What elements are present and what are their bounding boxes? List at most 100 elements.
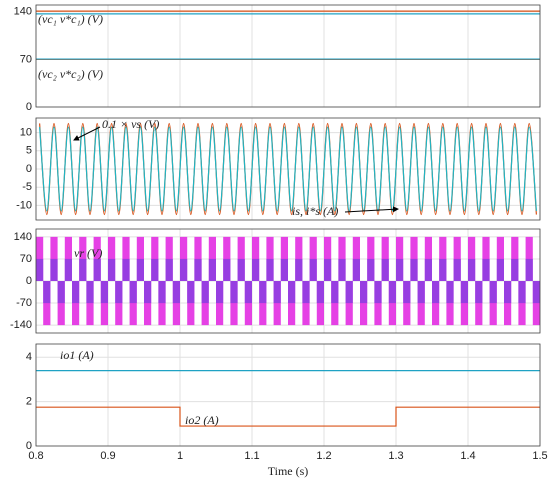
y-tick-label: 140 xyxy=(14,231,32,243)
plot-background xyxy=(36,344,540,446)
plot-frame xyxy=(35,228,541,334)
bar xyxy=(100,281,108,304)
y-tick-label: 140 xyxy=(14,6,32,18)
y-tick-label: 0 xyxy=(26,440,32,452)
bar xyxy=(50,258,58,281)
bar xyxy=(489,281,497,304)
bar xyxy=(410,258,418,281)
bar xyxy=(381,258,389,281)
bar xyxy=(122,258,130,281)
annotation: vr (V) xyxy=(74,246,102,260)
bar xyxy=(475,281,483,304)
bar xyxy=(187,281,195,304)
y-tick-label: 4 xyxy=(26,351,32,363)
bar xyxy=(252,258,260,281)
x-tick-label: 1.5 xyxy=(532,450,547,462)
bar xyxy=(151,258,159,281)
bar xyxy=(309,258,317,281)
bar xyxy=(115,281,123,304)
bar xyxy=(331,281,339,304)
bar xyxy=(230,281,238,304)
x-axis-label: Time (s) xyxy=(268,464,309,478)
bar xyxy=(158,281,166,304)
bar xyxy=(64,258,72,281)
bar xyxy=(57,281,65,304)
bar xyxy=(324,258,332,281)
plot-area xyxy=(36,10,540,60)
bar xyxy=(388,281,396,304)
bar xyxy=(417,281,425,304)
bar xyxy=(280,258,288,281)
x-tick-label: 1 xyxy=(177,450,183,462)
bar xyxy=(180,258,188,281)
bar xyxy=(223,258,231,281)
x-tick-label: 0.9 xyxy=(100,450,115,462)
bar xyxy=(72,281,80,304)
plot-frame xyxy=(35,343,541,447)
bar xyxy=(374,281,382,304)
bar xyxy=(446,281,454,304)
plot-area xyxy=(36,370,540,427)
bar xyxy=(244,281,252,304)
bar xyxy=(165,258,173,281)
bar xyxy=(525,258,533,281)
y-tick-label: 0 xyxy=(26,275,32,287)
bar xyxy=(482,258,490,281)
bar xyxy=(345,281,353,304)
bar xyxy=(273,281,281,304)
bar xyxy=(532,281,540,304)
y-tick-label: -70 xyxy=(16,297,32,309)
bar xyxy=(79,258,87,281)
y-tick-label: 0 xyxy=(26,163,32,175)
bar xyxy=(468,258,476,281)
bar xyxy=(201,281,209,304)
bar xyxy=(504,281,512,304)
bar xyxy=(302,281,310,304)
y-tick-label: -5 xyxy=(22,181,32,193)
plot-background xyxy=(36,5,540,107)
plot-frame xyxy=(35,117,541,221)
y-tick-label: -10 xyxy=(16,199,32,211)
annotation: is, i*s (A) xyxy=(292,204,338,218)
bar xyxy=(453,258,461,281)
annotation: (vc₁ v*c₁) (V) xyxy=(38,12,103,26)
bar xyxy=(460,281,468,304)
x-tick-label: 1.4 xyxy=(460,450,475,462)
bar xyxy=(360,281,368,304)
bar xyxy=(518,281,526,304)
bar xyxy=(172,281,180,304)
x-tick-label: 1.3 xyxy=(388,450,403,462)
bar xyxy=(129,281,137,304)
plot-area xyxy=(36,236,540,326)
y-tick-label: 10 xyxy=(20,126,32,138)
bar xyxy=(396,258,404,281)
bar xyxy=(43,281,51,304)
bar xyxy=(36,258,44,281)
y-tick-label: 70 xyxy=(20,53,32,65)
bar xyxy=(511,258,519,281)
bar xyxy=(216,281,224,304)
bar xyxy=(194,258,202,281)
bar xyxy=(316,281,324,304)
annotation: io2 (A) xyxy=(185,413,219,427)
bar xyxy=(136,258,144,281)
annotation: io1 (A) xyxy=(60,348,94,362)
plot-area xyxy=(39,122,537,216)
x-tick-label: 1.1 xyxy=(244,450,259,462)
bar xyxy=(266,258,274,281)
bar xyxy=(295,258,303,281)
x-tick-label: 1.2 xyxy=(316,450,331,462)
bar xyxy=(86,281,94,304)
annotation-arrows xyxy=(73,126,399,213)
bar xyxy=(108,258,116,281)
line xyxy=(39,126,537,212)
bar xyxy=(403,281,411,304)
bar xyxy=(288,281,296,304)
y-tick-label: 70 xyxy=(20,253,32,265)
x-tick-label: 0.8 xyxy=(28,450,43,462)
bar xyxy=(93,258,101,281)
bar xyxy=(367,258,375,281)
bar xyxy=(352,258,360,281)
annotation: (vc₂ v*c₂) (V) xyxy=(38,67,103,81)
